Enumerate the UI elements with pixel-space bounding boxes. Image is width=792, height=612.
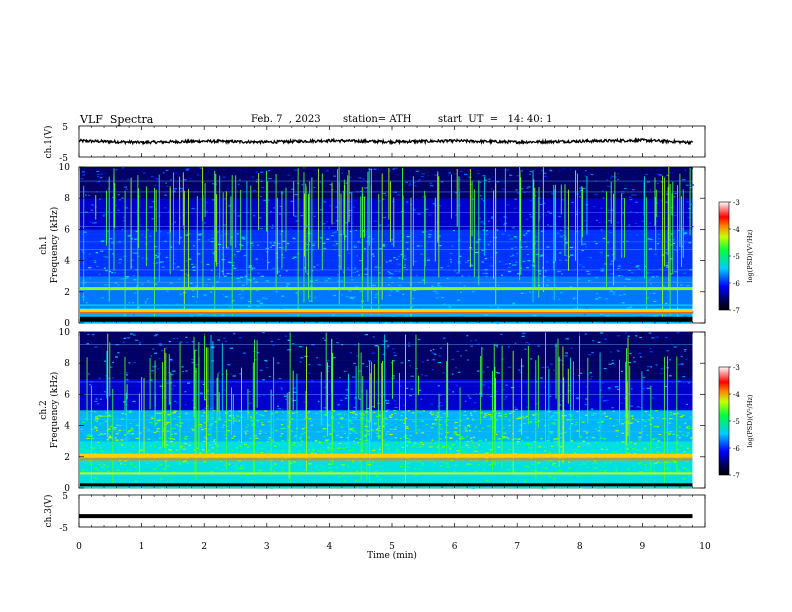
freq-tick-label: 8	[64, 359, 70, 369]
freq-tick-label: 6	[64, 225, 70, 235]
ch1-waveform-ylabel: ch.1(V)	[43, 126, 54, 159]
x-tick-label: 5	[389, 542, 395, 552]
ch3-ytick-top: 5	[62, 492, 68, 502]
freq-tick-label: 10	[59, 328, 71, 338]
colorbar-tick-label: -3	[733, 364, 740, 372]
colorbar-tick-label: -4	[733, 391, 740, 399]
ch2-spectrogram-image	[80, 332, 693, 490]
ch3-waveform-panel: 5 -5 ch.3(V) 0 1 2 3 4 5 6 7 8 9 10 Time (min)	[43, 126, 711, 561]
colorbar-tick-label: -7	[733, 307, 740, 315]
ch2-spectrogram-ylabel-bottom: Frequency (kHz)	[49, 372, 60, 449]
ch2-spectrogram-panel: 0 2 4 6 8 10 ch.2 Frequency (kHz)	[39, 328, 706, 494]
freq-tick-label: 4	[64, 257, 70, 267]
freq-tick-label: 2	[64, 288, 70, 298]
x-axis-label: Time (min)	[367, 550, 417, 561]
freq-tick-label: 0	[64, 484, 70, 494]
colorbar-tick-label: -5	[733, 253, 740, 261]
ch3-waveform-ylabel: ch.3(V)	[43, 495, 54, 528]
ch2-colorbar-label: log(PSD)(V²/Hz)	[746, 394, 754, 447]
x-tick-label: 1	[139, 542, 145, 552]
freq-tick-label: 2	[64, 453, 70, 463]
ch2-colorbar-gradient	[718, 366, 730, 476]
figure-title: VLF Spectra	[80, 113, 154, 126]
x-tick-label: 4	[327, 542, 333, 552]
ch1-spectrogram-ylabel-top: ch.1	[39, 235, 49, 254]
colorbar-tick-label: -5	[733, 418, 740, 426]
ch1-ytick-bottom: -5	[59, 154, 68, 164]
ch1-waveform-panel: 5 -5 ch.1(V)	[43, 123, 706, 164]
ch3-waveform-frame	[78, 494, 706, 528]
freq-tick-label: 10	[59, 163, 71, 173]
freq-tick-label: 0	[64, 319, 70, 329]
ch1-spectrogram-panel: 0 2 4 6 8 10 ch.1 Frequency (kHz)	[39, 163, 706, 329]
x-tick-label: 9	[640, 542, 646, 552]
x-tick-label: 7	[514, 542, 520, 552]
colorbar-tick-label: -6	[733, 280, 740, 288]
ch1-colorbar-label: log(PSD)(V²/Hz)	[746, 229, 754, 282]
x-tick-label: 3	[264, 542, 270, 552]
freq-tick-label: 6	[64, 390, 70, 400]
colorbar-tick-label: -6	[733, 445, 740, 453]
x-tick-label: 2	[201, 542, 207, 552]
ch1-colorbar-gradient	[718, 201, 730, 311]
x-tick-label: 6	[452, 542, 458, 552]
freq-tick-label: 8	[64, 194, 70, 204]
ch2-spectrogram-ylabel-top: ch.2	[39, 400, 49, 419]
date-label: Feb. 7 , 2023	[251, 114, 321, 125]
ch1-ytick-top: 5	[62, 123, 68, 133]
ch1-spectrogram-image	[80, 167, 695, 325]
station-label: station= ATH	[343, 114, 412, 125]
colorbar-tick-label: -3	[733, 199, 740, 207]
colorbar-tick-label: -4	[733, 226, 740, 234]
x-tick-label: 8	[577, 542, 583, 552]
ch2-colorbar: -3 -4 -5 -6 -7 log(PSD)(V²/Hz)	[718, 364, 754, 480]
ch3-ytick-bottom: -5	[59, 524, 68, 534]
ch1-waveform-line	[78, 137, 694, 146]
x-tick-label: 10	[699, 542, 711, 552]
ch1-colorbar: -3 -4 -5 -6 -7 log(PSD)(V²/Hz)	[718, 199, 754, 315]
start-time-label: start UT = 14: 40: 1	[438, 114, 553, 125]
x-tick-label: 0	[76, 542, 82, 552]
colorbar-tick-label: -7	[733, 472, 740, 480]
freq-tick-label: 4	[64, 422, 70, 432]
ch1-spectrogram-ylabel-bottom: Frequency (kHz)	[49, 207, 60, 284]
